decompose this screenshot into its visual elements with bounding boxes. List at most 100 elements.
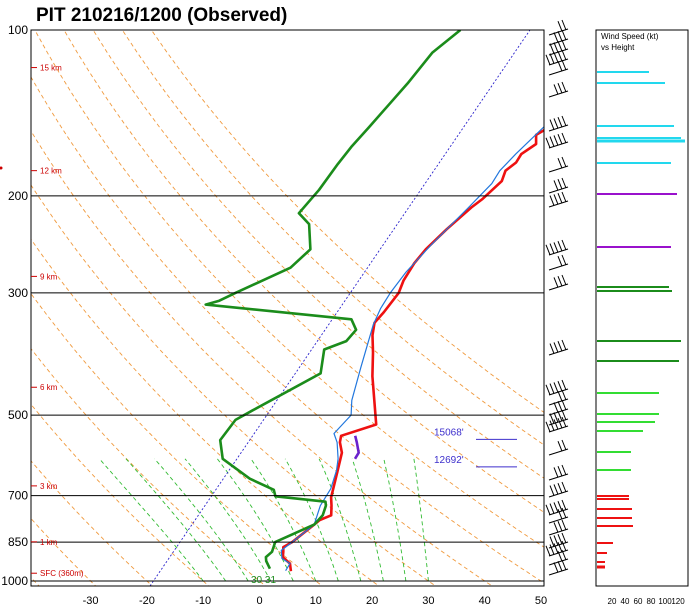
wind-speed-tick-label: 60 [634, 597, 643, 606]
pressure-tick-label: 700 [8, 489, 28, 503]
moist-adiabat [99, 458, 204, 582]
series-line [353, 435, 361, 460]
wind-barb [548, 339, 569, 356]
isobar-lines [31, 29, 544, 582]
wind-barb [548, 439, 569, 456]
height-label: 6 km [40, 383, 58, 392]
dry-adiabat [31, 460, 153, 586]
height-labels: 15 km 12 km 9 km 6 km 3 km 1 km SFC (360m) [31, 64, 84, 578]
moist-adiabat-lines [99, 458, 429, 582]
wind-barb [548, 519, 569, 536]
temperature-tick-label: -20 [139, 595, 155, 607]
moist-adiabat [184, 458, 272, 582]
series-line [204, 30, 462, 570]
height-label: 1 km [40, 538, 58, 547]
moist-adiabat [413, 458, 429, 582]
dry-adiabat [31, 517, 97, 586]
level-label: 12692' [434, 455, 464, 466]
moist-adiabat [284, 458, 339, 582]
wind-barb [545, 379, 569, 396]
moist-adiabat [318, 458, 362, 582]
level-labels: 15068' 12692' [434, 427, 517, 468]
moist-adiabat [216, 458, 294, 582]
temperature-tick-label: -10 [195, 595, 211, 607]
surface-values: 30 31 [251, 575, 276, 586]
wind-speed-tick-label: 80 [647, 597, 656, 606]
dry-adiabat [31, 238, 380, 586]
wind-barb [548, 115, 569, 132]
dry-adiabat [63, 30, 544, 513]
temperature-tick-label: 10 [310, 595, 322, 607]
wind-barb [548, 29, 569, 46]
dry-adiabat [31, 347, 267, 586]
wind-barb [548, 532, 569, 549]
wind-speed-tick-label: 40 [621, 597, 630, 606]
pressure-axis: 100 200 300 500 700 850 1000 [1, 23, 28, 588]
wind-barb [545, 239, 569, 256]
wind-barb [548, 481, 569, 498]
pressure-tick-label: 850 [8, 535, 28, 549]
wind-speed-bars [597, 71, 685, 569]
moist-adiabat [250, 458, 317, 582]
wind-barb [548, 59, 569, 76]
wind-barb [548, 177, 569, 194]
moist-adiabat [125, 458, 227, 582]
wind-speed-panel: Wind Speed (kt) vs Height 20 40 60 80 100 120 [595, 29, 689, 606]
height-label: 12 km [40, 167, 62, 176]
temperature-tick-label: 50 [535, 595, 547, 607]
pressure-tick-label: 1000 [1, 574, 28, 588]
wind-barb [548, 507, 569, 524]
dry-adiabat [34, 30, 544, 548]
pressure-tick-label: 500 [8, 408, 28, 422]
wind-barb [548, 464, 569, 481]
mixing-ratio-line [149, 30, 531, 586]
temperature-tick-label: 20 [366, 595, 378, 607]
temperature-tick-label: 0 [256, 595, 262, 607]
series-line [281, 128, 544, 572]
temperature-tick-label: -30 [83, 595, 99, 607]
dry-adiabat [31, 130, 494, 586]
wind-speed-axis: 20 40 60 80 100 120 [608, 597, 686, 606]
dry-adiabat [121, 30, 544, 446]
temperature-axis: -30 -20 -10 0 10 20 30 40 50 [83, 595, 547, 607]
wind-speed-tick-label: 100 [658, 597, 672, 606]
plot-region [31, 30, 544, 586]
plot-frame [30, 29, 545, 587]
dry-adiabat-lines [31, 30, 544, 586]
height-label: 3 km [40, 482, 58, 491]
wind-barb [548, 559, 569, 576]
pressure-tick-label: 100 [8, 23, 28, 37]
height-label: 15 km [40, 64, 62, 73]
temperature-tick-label: 30 [422, 595, 434, 607]
wind-barb [545, 416, 569, 433]
dry-adiabat [31, 184, 437, 586]
wind-barb [548, 81, 569, 98]
sounding-profiles [204, 30, 544, 572]
pressure-tick-label: 200 [8, 189, 28, 203]
edge-marker [0, 166, 3, 170]
wind-barbs [545, 19, 569, 576]
level-label: 15068' [434, 427, 464, 438]
pressure-tick-label: 300 [8, 286, 28, 300]
temperature-tick-label: 40 [479, 595, 491, 607]
height-label: 9 km [40, 272, 58, 281]
wind-speed-tick-label: 20 [608, 597, 617, 606]
wind-barb [548, 254, 569, 271]
wind-panel-frame [595, 29, 689, 587]
wind-barb [548, 274, 569, 291]
wind-barb [548, 156, 569, 173]
wind-barb [545, 132, 569, 149]
dry-adiabat [31, 576, 40, 586]
moist-adiabat [383, 458, 407, 582]
wind-speed-tick-label: 120 [671, 597, 685, 606]
height-label: SFC (360m) [40, 569, 84, 578]
wind-panel-subtitle: vs Height [601, 43, 635, 52]
wind-barb [548, 409, 569, 426]
wind-barb [545, 499, 569, 516]
dry-adiabat [92, 30, 544, 479]
moist-adiabat [154, 458, 249, 582]
mixing-ratio-line [149, 30, 531, 586]
wind-panel-title: Wind Speed (kt) [601, 32, 659, 41]
